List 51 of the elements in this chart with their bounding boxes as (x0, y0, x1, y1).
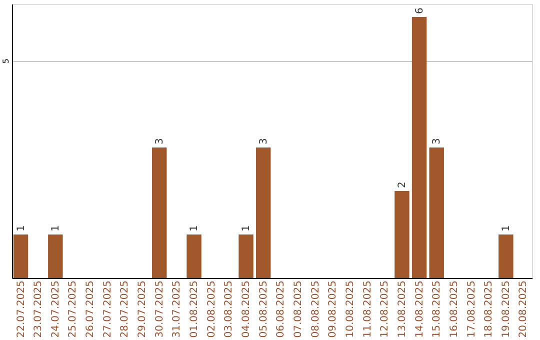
data-label: 1 (16, 225, 27, 232)
x-tick-label: 13.08.2025 (396, 280, 408, 338)
x-tick-label: 29.07.2025 (137, 280, 148, 338)
x-tick-label: 12.08.2025 (380, 280, 391, 338)
x-tick-label: 31.07.2025 (172, 280, 183, 338)
bar (48, 234, 63, 278)
x-tick-label: 26.07.2025 (85, 280, 96, 338)
x-tick-label: 11.08.2025 (362, 280, 374, 338)
x-tick-label: 01.08.2025 (189, 280, 200, 338)
x-tick-label: 27.07.2025 (102, 280, 114, 338)
bar (13, 234, 28, 278)
x-tick-label: 07.08.2025 (292, 280, 304, 338)
x-tick-label: 09.08.2025 (328, 280, 339, 338)
bar (238, 234, 254, 278)
x-tick-label: 06.08.2025 (276, 280, 287, 338)
x-tick-label: 05.08.2025 (258, 280, 270, 338)
x-tick-label: 24.07.2025 (50, 280, 62, 338)
x-tick-label: 20.08.2025 (518, 280, 530, 338)
y-tick-label: 5 (2, 58, 10, 64)
bar (412, 17, 427, 278)
bar (498, 234, 514, 278)
x-tick-label: 22.07.2025 (16, 280, 27, 338)
x-tick-label: 16.08.2025 (448, 280, 460, 338)
bar (186, 234, 202, 278)
x-tick-label: 17.08.2025 (466, 280, 478, 338)
bar (152, 148, 167, 278)
x-tick-label: 28.07.2025 (120, 280, 131, 338)
x-tick-label: 18.08.2025 (484, 280, 495, 338)
x-tick-label: 25.07.2025 (68, 280, 79, 338)
data-label: 2 (396, 182, 408, 188)
x-tick-label: 10.08.2025 (344, 280, 356, 338)
x-tick-label: 15.08.2025 (432, 280, 443, 338)
data-label: 3 (258, 138, 270, 145)
data-label: 6 (414, 8, 426, 14)
data-label: 3 (154, 138, 166, 145)
data-label: 1 (241, 225, 252, 232)
data-label: 3 (432, 138, 443, 145)
data-label: 1 (500, 225, 512, 232)
x-tick-label: 14.08.2025 (414, 280, 426, 338)
bar (429, 148, 444, 278)
x-tick-label: 03.08.2025 (224, 280, 235, 338)
x-tick-label: 02.08.2025 (206, 280, 218, 338)
x-tick-label: 23.07.2025 (33, 280, 44, 338)
bar (394, 191, 410, 278)
x-tick-label: 30.07.2025 (154, 280, 166, 338)
x-tick-label: 08.08.2025 (310, 280, 322, 338)
x-tick-label: 19.08.2025 (500, 280, 512, 338)
x-tick-label: 04.08.2025 (241, 280, 252, 338)
data-label: 1 (189, 225, 200, 232)
bar (256, 148, 271, 278)
data-label: 1 (50, 225, 62, 232)
